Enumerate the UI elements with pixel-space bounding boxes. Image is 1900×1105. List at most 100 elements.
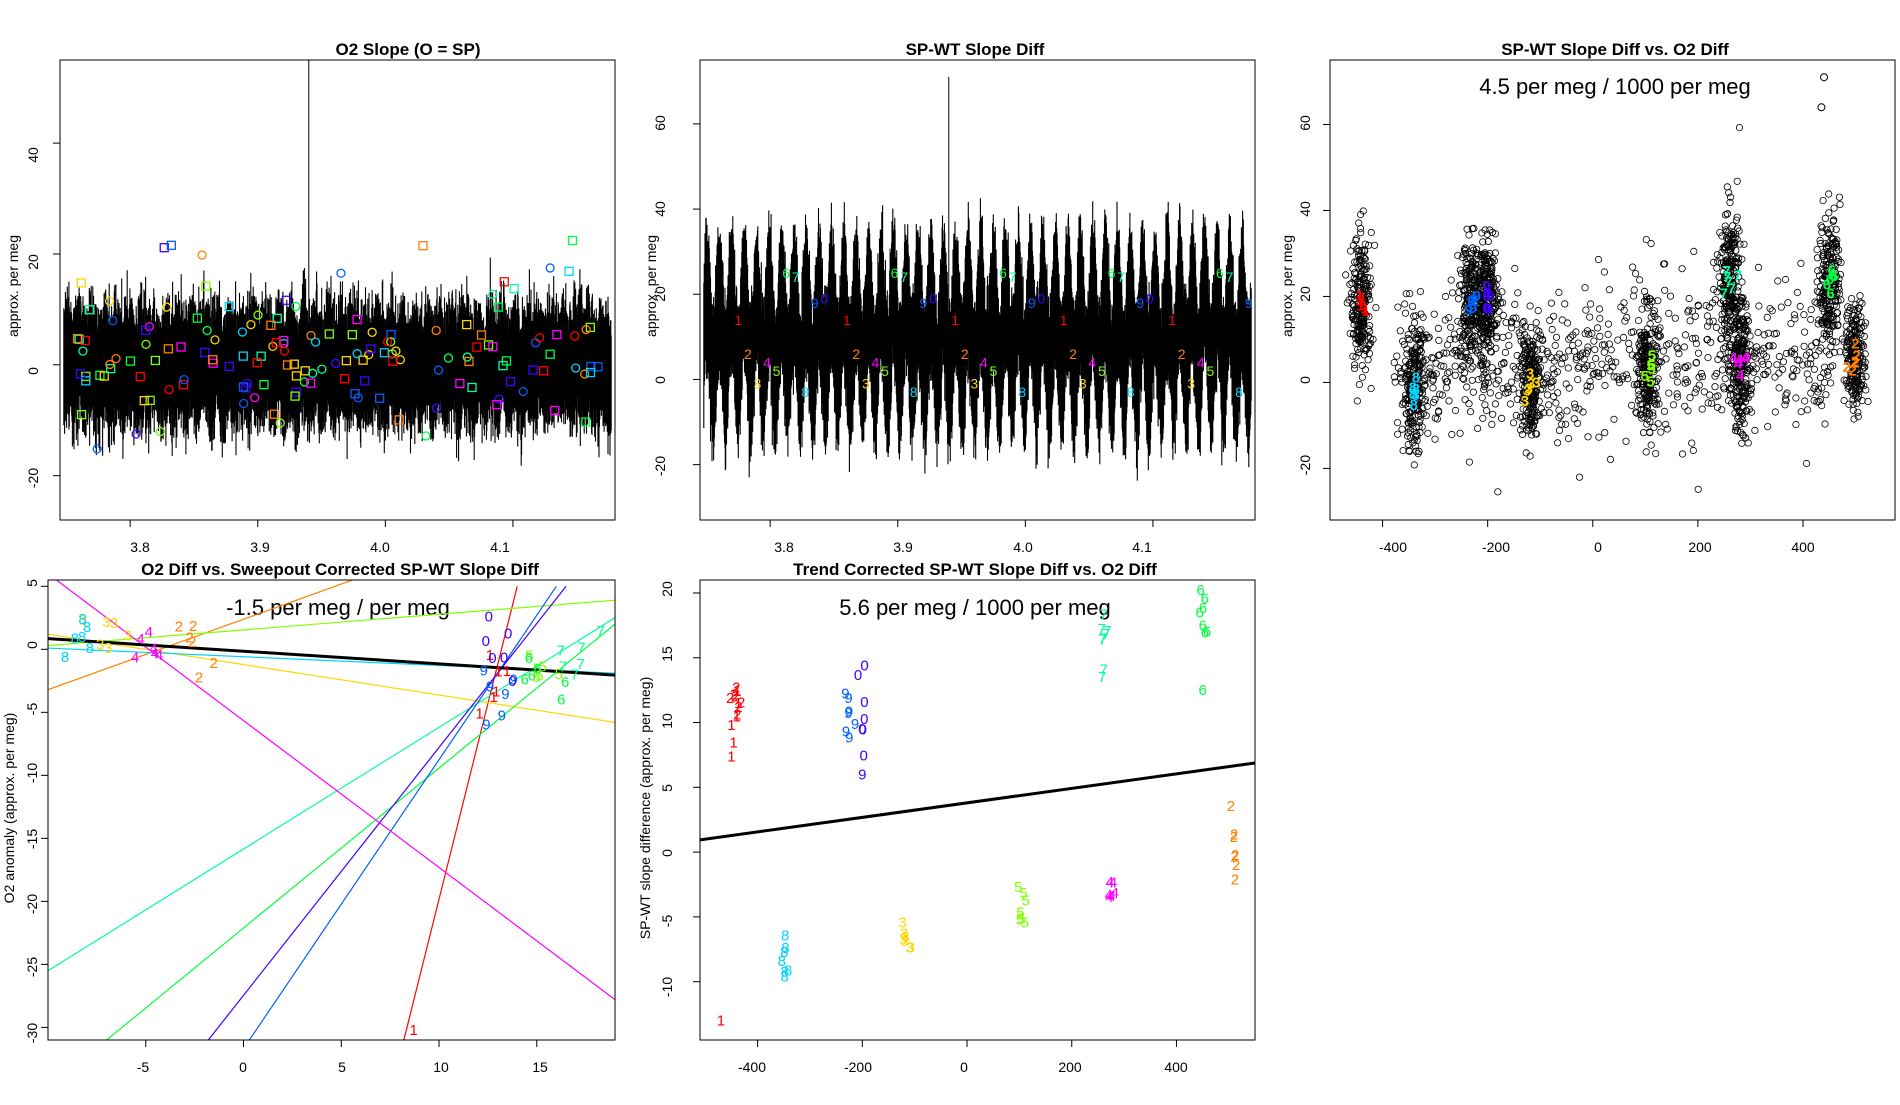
- cluster-label: 6: [528, 668, 536, 685]
- cluster-label: 3: [905, 940, 913, 957]
- cluster-label: 9: [845, 704, 853, 721]
- cluster-label: 7: [559, 659, 567, 676]
- cluster-label: 5: [555, 666, 563, 683]
- circle-marker: [246, 319, 256, 330]
- cluster-label: 1: [1359, 290, 1367, 307]
- cluster-label: 1: [733, 683, 741, 700]
- cluster-label: 8: [784, 962, 792, 979]
- cluster-label: 9: [844, 690, 852, 707]
- square-marker: [291, 371, 302, 381]
- series-number-label: 4: [872, 354, 880, 370]
- circle-marker: [299, 377, 310, 387]
- panel-o2-vs-sweepout: O2 Diff vs. Sweepout Corrected SP-WT Slo…: [1, 560, 548, 1075]
- series-number-label: 9: [811, 295, 819, 311]
- cluster-label: 8: [780, 944, 788, 961]
- square-marker: [418, 241, 428, 251]
- panel-title: SP-WT Slope Diff vs. O2 Diff: [1501, 40, 1729, 59]
- cluster-label: 8: [61, 649, 69, 666]
- slope-annotation: 4.5 per meg / 1000 per meg: [1479, 74, 1751, 99]
- cluster-label: 8: [1410, 397, 1418, 414]
- square-marker: [145, 395, 155, 406]
- cluster-label: 5: [1648, 357, 1656, 374]
- series-number-label: 3: [1187, 376, 1195, 392]
- x-tick-label: -5: [137, 1059, 150, 1075]
- square-marker: [238, 351, 248, 361]
- cluster-label: 2: [737, 694, 745, 711]
- cluster-label: 2: [195, 669, 203, 686]
- square-marker: [552, 330, 562, 340]
- y-tick-label: 60: [652, 115, 668, 131]
- cluster-label: 3: [102, 614, 110, 631]
- overall-fit-line: [700, 761, 1255, 842]
- group-fit-line: [48, 633, 615, 724]
- cluster-label: 4: [1105, 887, 1113, 904]
- square-marker: [585, 367, 596, 378]
- square-marker: [379, 348, 390, 358]
- series-number-label: 1: [843, 312, 851, 328]
- cluster-label: 0: [508, 673, 516, 690]
- square-marker: [259, 380, 269, 390]
- cluster-label: 9: [1470, 291, 1478, 308]
- cluster-label: 4: [136, 631, 144, 648]
- cluster-label: 1: [1360, 301, 1368, 318]
- circle-marker: [250, 393, 260, 403]
- cluster-label: 6: [1826, 285, 1834, 302]
- square-marker: [74, 334, 84, 344]
- cluster-label: 5: [1646, 358, 1654, 375]
- cluster-label: 7: [557, 642, 565, 659]
- plot-frame: [1329, 59, 1896, 521]
- cluster-label: 3: [104, 640, 112, 657]
- cluster-label: 4: [1111, 885, 1119, 902]
- cluster-label: 6: [1201, 624, 1209, 641]
- panel-trend-corrected: Trend Corrected SP-WT Slope Diff vs. O2 …: [637, 560, 1188, 1075]
- outlier-label: 6: [1198, 682, 1206, 699]
- cluster-label: 0: [859, 722, 867, 739]
- square-marker: [462, 319, 472, 330]
- cluster-label: 1: [409, 1022, 417, 1039]
- cluster-label: 5: [539, 659, 547, 676]
- square-marker: [266, 320, 276, 330]
- square-marker: [593, 362, 603, 372]
- cluster-label: 0: [860, 694, 868, 711]
- circle-marker: [78, 346, 88, 356]
- square-marker: [455, 378, 465, 389]
- cluster-label: 4: [1106, 875, 1114, 892]
- cluster-label: 8: [781, 969, 789, 986]
- series-number-label: 4: [1197, 354, 1205, 370]
- cluster-label: 9: [1469, 300, 1477, 317]
- trace-group: [63, 60, 612, 466]
- circle-marker: [92, 444, 102, 454]
- cluster-label: 4: [1741, 350, 1750, 367]
- series-number-label: 6: [891, 265, 899, 281]
- series-number-label: 1: [951, 312, 959, 328]
- panel-title: SP-WT Slope Diff: [906, 40, 1045, 59]
- circle-marker: [275, 418, 285, 428]
- y-tick-label: -30: [24, 1023, 40, 1043]
- cluster-label: 5: [1022, 893, 1030, 910]
- square-marker: [366, 344, 376, 354]
- series-number-label: 8: [1127, 384, 1135, 400]
- cluster-label: 7: [576, 656, 584, 673]
- circle-marker: [155, 426, 165, 437]
- cluster-label: 2: [733, 707, 741, 724]
- cluster-label: 6: [1830, 268, 1838, 285]
- circle-marker: [111, 353, 121, 364]
- cluster-label: 4: [1106, 874, 1114, 891]
- cluster-label: 2: [1852, 355, 1860, 372]
- series-number-label: 7: [1009, 269, 1017, 285]
- series-number-label: 2: [744, 346, 752, 362]
- cluster-label: 3: [907, 939, 915, 956]
- plot-frame-group: [1323, 59, 1896, 527]
- cluster-label: 2: [730, 686, 738, 703]
- square-marker: [476, 330, 487, 340]
- x-tick-label: 0: [1594, 539, 1602, 555]
- cluster-label: 8: [78, 629, 86, 646]
- y-tick-label: -20: [25, 468, 41, 488]
- circle-marker: [431, 403, 442, 413]
- series-number-label: 6: [1216, 265, 1224, 281]
- cluster-label: 6: [521, 672, 529, 689]
- y-tick-label: 60: [1297, 115, 1313, 131]
- cluster-label: 3: [901, 929, 909, 946]
